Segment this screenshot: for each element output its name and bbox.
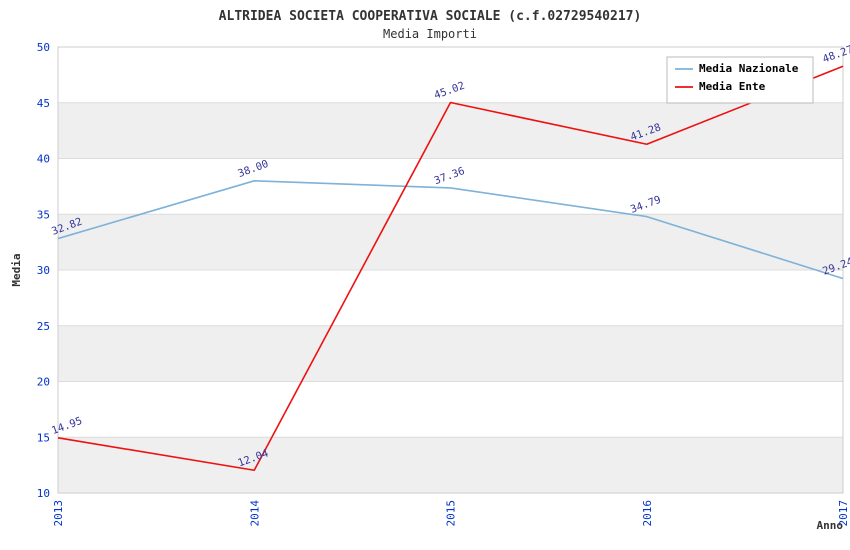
- data-label: 14.95: [50, 415, 84, 437]
- chart-title: ALTRIDEA SOCIETA COOPERATIVA SOCIALE (c.…: [219, 9, 642, 24]
- y-tick-label: 10: [37, 487, 50, 500]
- data-label: 37.36: [433, 165, 467, 187]
- series-line-media-ente: [57, 65, 844, 472]
- y-axis-label: Media: [10, 253, 23, 286]
- chart-subtitle: Media Importi: [383, 27, 477, 41]
- x-tick-label: 2013: [52, 500, 65, 527]
- data-label: 45.02: [433, 80, 467, 102]
- x-tick-label: 2017: [837, 500, 850, 527]
- x-axis-label: Anno: [817, 519, 844, 532]
- data-label: 38.00: [236, 158, 270, 180]
- y-tick-label: 40: [37, 153, 50, 166]
- x-tick-label: 2014: [248, 500, 261, 527]
- plot-band: [58, 102, 843, 159]
- y-tick-label: 30: [37, 264, 50, 277]
- plot-band: [58, 437, 843, 493]
- y-tick-label: 45: [37, 97, 50, 110]
- y-tick-label: 50: [37, 41, 50, 54]
- y-tick-label: 20: [37, 376, 50, 389]
- x-tick-label: 2015: [445, 500, 458, 527]
- plot-border: [57, 46, 844, 494]
- plot-band: [58, 214, 843, 270]
- legend-label: Media Ente: [699, 80, 766, 93]
- plot-band: [58, 325, 843, 382]
- data-label: 34.79: [629, 194, 663, 216]
- y-tick-label: 15: [37, 431, 50, 444]
- y-tick-label: 25: [37, 320, 50, 333]
- series-line-media-nazionale: [57, 180, 844, 280]
- legend-label: Media Nazionale: [699, 62, 799, 75]
- legend-box: [666, 56, 814, 104]
- y-tick-label: 35: [37, 208, 50, 221]
- x-tick-label: 2016: [641, 500, 654, 527]
